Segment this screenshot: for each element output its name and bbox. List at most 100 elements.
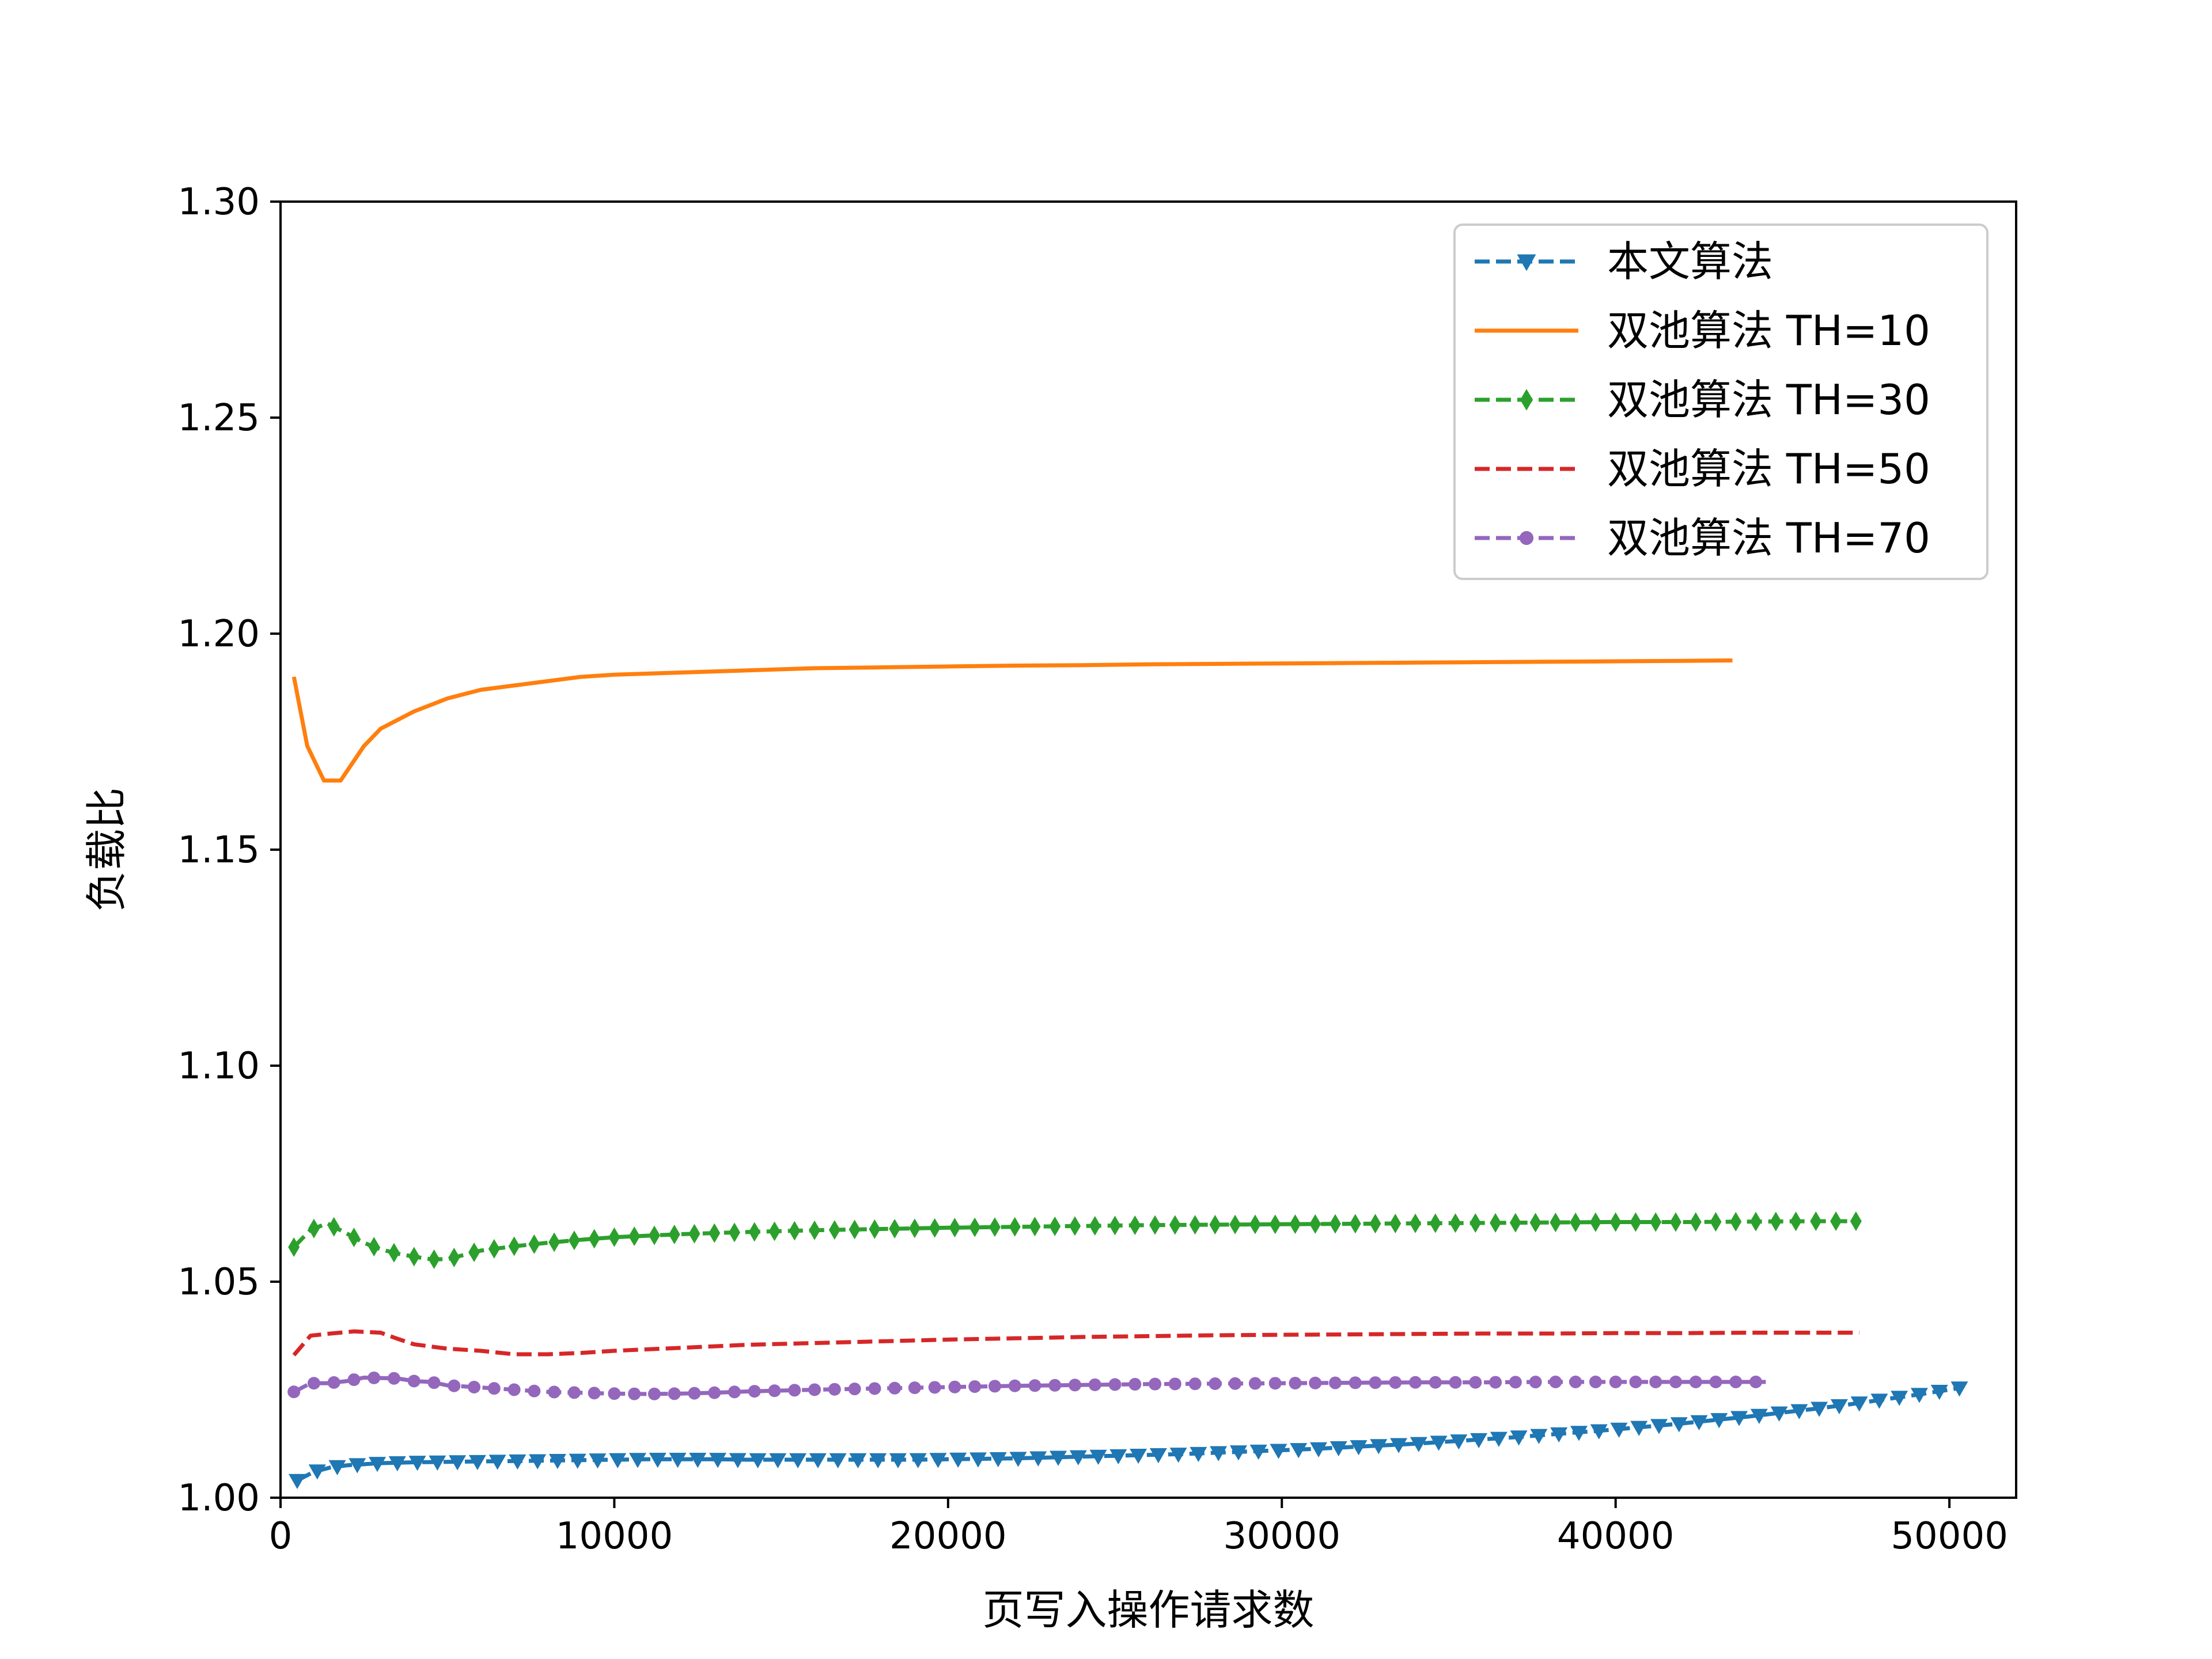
data-point	[1930, 1384, 1948, 1400]
data-point	[1429, 1213, 1441, 1233]
data-point	[1650, 1419, 1668, 1434]
data-point	[1517, 254, 1536, 271]
legend-item: 本文算法	[1475, 237, 1773, 286]
data-point	[789, 1453, 807, 1468]
data-point	[908, 1381, 921, 1395]
x-axis-label: 页写入操作请求数	[982, 1586, 1314, 1634]
data-point	[1330, 1441, 1347, 1457]
data-point	[449, 1455, 467, 1471]
legend-label: 本文算法	[1607, 237, 1773, 286]
data-point	[1490, 1431, 1508, 1447]
series-3	[288, 1211, 1862, 1269]
legend-label: 双池算法 TH=10	[1607, 306, 1930, 355]
data-point	[347, 1373, 361, 1387]
data-point	[647, 1387, 661, 1400]
x-tick-label: 10000	[556, 1515, 673, 1558]
data-point	[789, 1221, 801, 1241]
data-point	[388, 1372, 401, 1385]
data-point	[1028, 1379, 1041, 1392]
data-point	[729, 1453, 747, 1468]
data-point	[609, 1453, 627, 1468]
data-point	[1589, 1212, 1601, 1232]
data-point	[487, 1382, 501, 1395]
data-point	[1189, 1215, 1201, 1235]
data-point	[969, 1217, 981, 1237]
data-point	[1750, 1211, 1762, 1232]
data-point	[1430, 1435, 1448, 1451]
data-point	[1669, 1376, 1682, 1388]
data-point	[1770, 1211, 1782, 1232]
data-point	[989, 1452, 1007, 1468]
data-point	[569, 1453, 586, 1469]
data-point	[428, 1249, 440, 1269]
data-point	[668, 1225, 680, 1245]
data-point	[1570, 1426, 1588, 1441]
data-point	[1209, 1215, 1221, 1234]
data-point	[728, 1385, 741, 1399]
data-point	[828, 1382, 841, 1396]
data-point	[1529, 1376, 1542, 1389]
data-point	[1109, 1215, 1121, 1236]
data-point	[668, 1387, 681, 1400]
data-point	[869, 1219, 881, 1239]
data-point	[1409, 1376, 1422, 1389]
data-point	[968, 1380, 982, 1393]
data-point	[1549, 1376, 1562, 1388]
data-point	[1269, 1214, 1281, 1234]
data-point	[769, 1453, 787, 1468]
data-point	[348, 1228, 360, 1248]
legend-item: 双池算法 TH=50	[1475, 445, 1930, 493]
data-point	[1268, 1377, 1282, 1390]
data-point	[1209, 1377, 1222, 1390]
data-point	[528, 1234, 540, 1254]
data-point	[648, 1225, 660, 1245]
data-point	[1519, 531, 1534, 546]
series-2	[291, 658, 1733, 783]
data-point	[1910, 1388, 1928, 1403]
data-point	[909, 1453, 927, 1468]
data-point	[308, 1464, 326, 1480]
data-point	[1370, 1439, 1388, 1455]
legend-item: 双池算法 TH=70	[1475, 514, 1930, 562]
data-point	[1089, 1215, 1101, 1236]
data-point	[1088, 1378, 1101, 1391]
data-point	[829, 1453, 847, 1468]
data-point	[1690, 1415, 1708, 1430]
data-point	[308, 1218, 320, 1238]
data-point	[869, 1453, 887, 1468]
data-point	[1410, 1437, 1427, 1452]
data-point	[468, 1243, 480, 1262]
data-point	[1130, 1448, 1147, 1464]
data-point	[1210, 1446, 1228, 1461]
data-point	[1248, 1377, 1262, 1390]
data-point	[949, 1218, 961, 1238]
data-point	[1069, 1378, 1082, 1392]
data-point	[1950, 1381, 1968, 1397]
data-point	[1569, 1376, 1582, 1388]
data-point	[448, 1248, 460, 1267]
data-point	[1750, 1408, 1768, 1424]
data-point	[1690, 1212, 1702, 1232]
legend-item: 双池算法 TH=30	[1475, 376, 1930, 424]
data-point	[548, 1385, 561, 1399]
data-point	[749, 1453, 767, 1468]
data-point	[688, 1387, 701, 1400]
data-point	[1009, 1217, 1021, 1237]
data-point	[1048, 1378, 1062, 1392]
data-point	[1168, 1377, 1181, 1391]
data-point	[1670, 1417, 1688, 1433]
legend-label: 双池算法 TH=30	[1607, 376, 1930, 424]
data-point	[689, 1453, 707, 1468]
y-axis-label: 负载比	[82, 787, 131, 912]
data-point	[1450, 1434, 1468, 1450]
data-point	[988, 1217, 1001, 1237]
legend-box	[1453, 224, 1988, 580]
data-point	[1689, 1376, 1702, 1388]
data-point	[1008, 1379, 1021, 1392]
data-point	[1709, 1376, 1722, 1388]
data-point	[1729, 1376, 1743, 1388]
y-tick-label: 1.10	[178, 1045, 260, 1088]
data-point	[1830, 1211, 1842, 1231]
data-point	[1470, 1433, 1488, 1449]
